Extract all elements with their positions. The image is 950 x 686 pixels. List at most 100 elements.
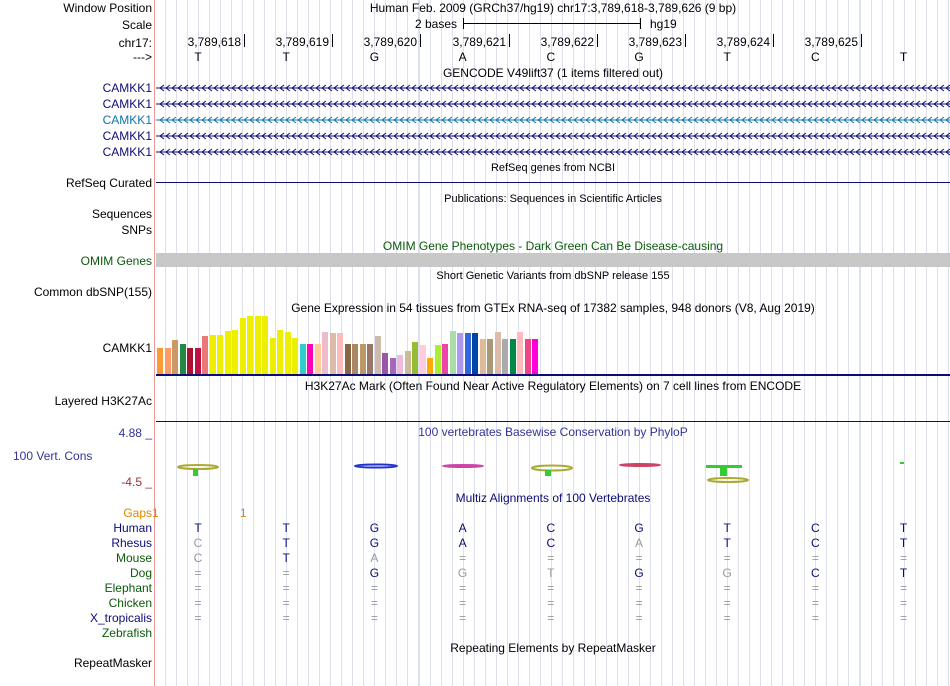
gtex-tissue-bar[interactable] bbox=[524, 339, 531, 374]
phylop-glyph-t2-lower bbox=[707, 477, 749, 483]
gtex-tissue-bar[interactable] bbox=[509, 339, 516, 374]
grid-line bbox=[793, 0, 794, 686]
alignment-base: = bbox=[811, 611, 819, 625]
gtex-tissue-bar[interactable] bbox=[269, 338, 276, 374]
gtex-tissue-bar[interactable] bbox=[299, 344, 306, 374]
species-label[interactable]: Chicken bbox=[108, 596, 152, 610]
phylop-label[interactable]: 100 Vert. Cons bbox=[13, 449, 93, 463]
gtex-tissue-bar[interactable] bbox=[337, 333, 343, 374]
alignment-base: = bbox=[635, 596, 643, 610]
gtex-tissue-bar[interactable] bbox=[254, 316, 261, 374]
species-label[interactable]: Elephant bbox=[104, 581, 152, 595]
species-label[interactable]: X_tropicalis bbox=[89, 611, 152, 625]
alignment-base: = bbox=[282, 566, 290, 580]
grid-line bbox=[363, 0, 364, 686]
alignment-base: = bbox=[459, 596, 467, 610]
gtex-tissue-bar[interactable] bbox=[202, 336, 208, 374]
gtex-tissue-bar[interactable] bbox=[457, 333, 463, 374]
gtex-tissue-bar[interactable] bbox=[352, 344, 358, 374]
gtex-tissue-bar[interactable] bbox=[367, 344, 373, 374]
refseq-label[interactable]: RefSeq Curated bbox=[65, 176, 152, 190]
grid-line bbox=[948, 0, 949, 686]
rmsk-label[interactable]: RepeatMasker bbox=[73, 656, 152, 670]
gtex-tissue-bar[interactable] bbox=[179, 344, 186, 374]
gtex-tissue-bar[interactable] bbox=[464, 333, 471, 374]
alignment-base: A bbox=[458, 521, 467, 535]
pubs-snps-label[interactable]: SNPs bbox=[121, 223, 152, 237]
gtex-tissue-bar[interactable] bbox=[374, 336, 381, 374]
gtex-tissue-bar[interactable] bbox=[472, 333, 478, 374]
gtex-tissue-bar[interactable] bbox=[449, 331, 456, 374]
species-label[interactable]: Human bbox=[113, 521, 152, 535]
gencode-item-line[interactable] bbox=[156, 130, 950, 142]
gtex-tissue-bar[interactable] bbox=[157, 348, 163, 374]
gtex-tissue-bar[interactable] bbox=[329, 333, 336, 374]
gtex-tissue-bar[interactable] bbox=[172, 340, 178, 374]
gtex-tissue-bar[interactable] bbox=[209, 335, 216, 374]
gaps-label[interactable]: Gaps bbox=[123, 506, 152, 520]
gtex-tissue-bar[interactable] bbox=[359, 344, 366, 374]
gtex-tissue-bar[interactable] bbox=[292, 338, 298, 374]
gencode-item-line[interactable] bbox=[156, 82, 950, 94]
gtex-tissue-bar[interactable] bbox=[307, 344, 313, 374]
gtex-tissue-bar[interactable] bbox=[224, 331, 231, 374]
gtex-tissue-bar[interactable] bbox=[397, 355, 403, 374]
gtex-tissue-bar[interactable] bbox=[239, 318, 246, 374]
gtex-tissue-bar[interactable] bbox=[164, 348, 171, 374]
gencode-item-label[interactable]: CAMKK1 bbox=[102, 113, 152, 127]
species-label[interactable]: Zebrafish bbox=[101, 626, 152, 640]
grid-line bbox=[937, 0, 938, 686]
gtex-label[interactable]: CAMKK1 bbox=[102, 341, 152, 355]
species-label[interactable]: Mouse bbox=[115, 551, 152, 565]
gtex-tissue-bar[interactable] bbox=[404, 351, 411, 374]
gencode-item-label[interactable]: CAMKK1 bbox=[102, 81, 152, 95]
species-label[interactable]: Dog bbox=[129, 566, 152, 580]
refseq-gene-line[interactable] bbox=[156, 182, 950, 183]
grid-line bbox=[738, 0, 739, 686]
gtex-tissue-bar[interactable] bbox=[284, 332, 291, 374]
dbsnp-label[interactable]: Common dbSNP(155) bbox=[33, 285, 152, 299]
pubs-sequences-label[interactable]: Sequences bbox=[91, 207, 152, 221]
gtex-tissue-bar[interactable] bbox=[247, 316, 253, 374]
gtex-tissue-bar[interactable] bbox=[262, 316, 268, 374]
gtex-tissue-bar[interactable] bbox=[217, 335, 223, 374]
gtex-tissue-bar[interactable] bbox=[277, 330, 283, 374]
gtex-tissue-bar[interactable] bbox=[427, 358, 433, 374]
h3k27ac-baseline bbox=[156, 421, 950, 422]
species-label[interactable]: Rhesus bbox=[111, 536, 152, 550]
gtex-tissue-bar[interactable] bbox=[517, 332, 523, 374]
gtex-tissue-bar[interactable] bbox=[187, 348, 193, 374]
reference-base: C bbox=[546, 50, 556, 64]
omim-label[interactable]: OMIM Genes bbox=[80, 254, 152, 268]
gtex-tissue-bar[interactable] bbox=[382, 353, 388, 374]
gencode-item-line[interactable] bbox=[156, 98, 950, 110]
gtex-tissue-bar[interactable] bbox=[434, 345, 441, 374]
gtex-tissue-bar[interactable] bbox=[314, 344, 321, 374]
gtex-tissue-bar[interactable] bbox=[502, 339, 508, 374]
gencode-item-line[interactable] bbox=[156, 114, 950, 126]
gtex-tissue-bar[interactable] bbox=[494, 332, 501, 374]
gencode-item-label[interactable]: CAMKK1 bbox=[102, 129, 152, 143]
omim-feature[interactable] bbox=[156, 253, 950, 267]
gencode-item-line[interactable] bbox=[156, 146, 950, 158]
grid-line bbox=[430, 0, 431, 686]
position-tick bbox=[861, 34, 862, 47]
gtex-tissue-bar[interactable] bbox=[532, 339, 538, 374]
h3k27ac-label[interactable]: Layered H3K27Ac bbox=[54, 394, 152, 408]
gtex-bar-graph[interactable] bbox=[156, 316, 950, 374]
gencode-item-label[interactable]: CAMKK1 bbox=[102, 145, 152, 159]
gtex-tissue-bar[interactable] bbox=[232, 330, 238, 374]
gtex-tissue-bar[interactable] bbox=[389, 358, 396, 374]
gtex-tissue-bar[interactable] bbox=[479, 339, 486, 374]
gtex-tissue-bar[interactable] bbox=[419, 345, 426, 374]
gtex-tissue-bar[interactable] bbox=[487, 339, 493, 374]
alignment-base: T bbox=[723, 521, 731, 535]
gtex-tissue-bar[interactable] bbox=[322, 332, 328, 374]
gtex-tissue-bar[interactable] bbox=[412, 342, 418, 374]
grid-line bbox=[826, 0, 827, 686]
gtex-tissue-bar[interactable] bbox=[442, 344, 448, 374]
alignment-base: = bbox=[370, 611, 378, 625]
gtex-tissue-bar[interactable] bbox=[344, 344, 351, 374]
gtex-tissue-bar[interactable] bbox=[194, 348, 201, 374]
gencode-item-label[interactable]: CAMKK1 bbox=[102, 97, 152, 111]
